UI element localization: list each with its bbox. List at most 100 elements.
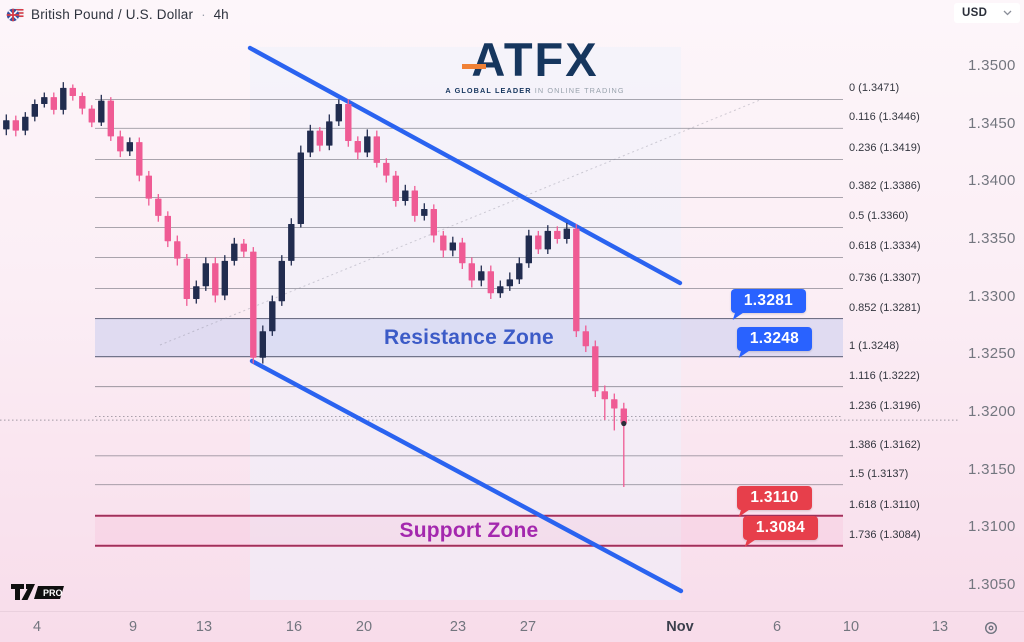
candle [79, 95, 86, 109]
price-callout-1.3281[interactable]: 1.3281 [731, 288, 806, 313]
trendline[interactable] [249, 358, 684, 594]
axis-separator [0, 611, 1024, 612]
timeframe-label: 4h [213, 6, 229, 22]
candle [117, 136, 124, 152]
fib-level-label: 1.386 (1.3162) [849, 438, 921, 451]
zone-rect[interactable] [95, 515, 843, 546]
candle [202, 263, 209, 287]
fib-level-label: 0.852 (1.3281) [849, 301, 921, 314]
candle [611, 399, 618, 409]
candle [326, 121, 333, 146]
candle [136, 142, 143, 176]
fib-level-label: 1.618 (1.3110) [849, 498, 920, 511]
candle [459, 242, 466, 264]
time-tick: 13 [931, 619, 949, 635]
candle [364, 136, 371, 153]
symbol-header[interactable]: British Pound / U.S. Dollar · 4h [6, 4, 229, 24]
candle [31, 104, 38, 117]
trendlines[interactable] [0, 45, 958, 594]
price-callout-1.3110[interactable]: 1.3110 [737, 485, 812, 510]
fib-level-label: 1.736 (1.3084) [849, 528, 921, 541]
zone-rect[interactable] [95, 318, 843, 357]
time-tick: 6 [772, 619, 782, 635]
candle [41, 97, 48, 105]
candle [563, 228, 570, 239]
candle [592, 346, 599, 392]
time-tick: 10 [842, 619, 860, 635]
candle [22, 116, 29, 131]
atfx-watermark: ATFX A GLOBAL LEADER IN ONLINE TRADING [440, 36, 630, 95]
candle [183, 258, 190, 299]
price-tick: 1.3450 [968, 114, 1016, 132]
candle [297, 152, 304, 225]
last-price-dot [621, 420, 627, 427]
candle [269, 301, 276, 332]
tradingview-slash-icon [21, 584, 35, 600]
tradingview-logo[interactable]: PRO [10, 582, 72, 607]
price-tick: 1.3350 [968, 229, 1016, 247]
fib-level-label: 0.5 (1.3360) [849, 210, 909, 223]
price-tick: 1.3500 [968, 57, 1016, 74]
candle [288, 224, 295, 261]
candle [60, 87, 67, 110]
candle [107, 100, 114, 137]
gear-icon[interactable] [983, 620, 999, 636]
fib-level-label: 0 (1.3471) [849, 82, 900, 95]
candle [525, 235, 532, 264]
candle [316, 130, 323, 146]
candle [421, 209, 428, 216]
candle [601, 391, 608, 400]
time-tick: 4 [32, 619, 42, 635]
candle [497, 286, 504, 294]
price-callout-1.3084[interactable]: 1.3084 [743, 515, 818, 540]
time-tick: 27 [519, 619, 537, 635]
candle [554, 230, 561, 239]
price-callout-1.3248[interactable]: 1.3248 [737, 326, 812, 351]
candle [478, 271, 485, 281]
fib-gridlines [95, 98, 843, 547]
candle [126, 142, 133, 152]
candle [69, 87, 76, 96]
candle [373, 136, 380, 163]
atfx-logo-text: ATFX [462, 36, 598, 83]
trendline[interactable] [247, 45, 683, 286]
time-tick: 23 [449, 619, 467, 635]
candle [506, 279, 513, 287]
candle [620, 408, 627, 424]
candle [50, 97, 57, 110]
atfx-tagline: A GLOBAL LEADER IN ONLINE TRADING [445, 86, 625, 95]
candle [221, 260, 228, 296]
candle [231, 243, 238, 261]
price-tick: 1.3200 [968, 402, 1016, 420]
candle [430, 209, 437, 236]
fib-level-label: 0.736 (1.3307) [849, 271, 921, 284]
candle [155, 198, 162, 216]
candle [383, 162, 390, 176]
candle [392, 175, 399, 201]
resistance-zone-label[interactable]: Resistance Zone [384, 325, 554, 349]
time-tick: 20 [355, 619, 373, 635]
candle [402, 190, 409, 201]
symbol-title: British Pound / U.S. Dollar [31, 6, 194, 22]
candle [411, 190, 418, 216]
tradingview-mark-icon [11, 584, 24, 600]
fib-level-label: 1.116 (1.3222) [849, 369, 920, 382]
candle [164, 215, 171, 242]
candle [98, 100, 105, 123]
price-tick: 1.3400 [968, 172, 1016, 190]
candle [345, 104, 352, 141]
currency-selector[interactable]: USD [954, 3, 1020, 23]
candlestick-series[interactable] [3, 82, 627, 487]
candle [440, 235, 447, 251]
candle [468, 263, 475, 281]
support-zone-label[interactable]: Support Zone [399, 518, 539, 542]
candle [174, 241, 181, 259]
price-tick: 1.3300 [968, 287, 1016, 305]
price-tick: 1.3100 [968, 518, 1016, 536]
time-tick: Nov [666, 619, 694, 635]
candle [487, 271, 494, 294]
candle [573, 228, 580, 332]
candle [582, 331, 589, 347]
candle [3, 120, 10, 130]
